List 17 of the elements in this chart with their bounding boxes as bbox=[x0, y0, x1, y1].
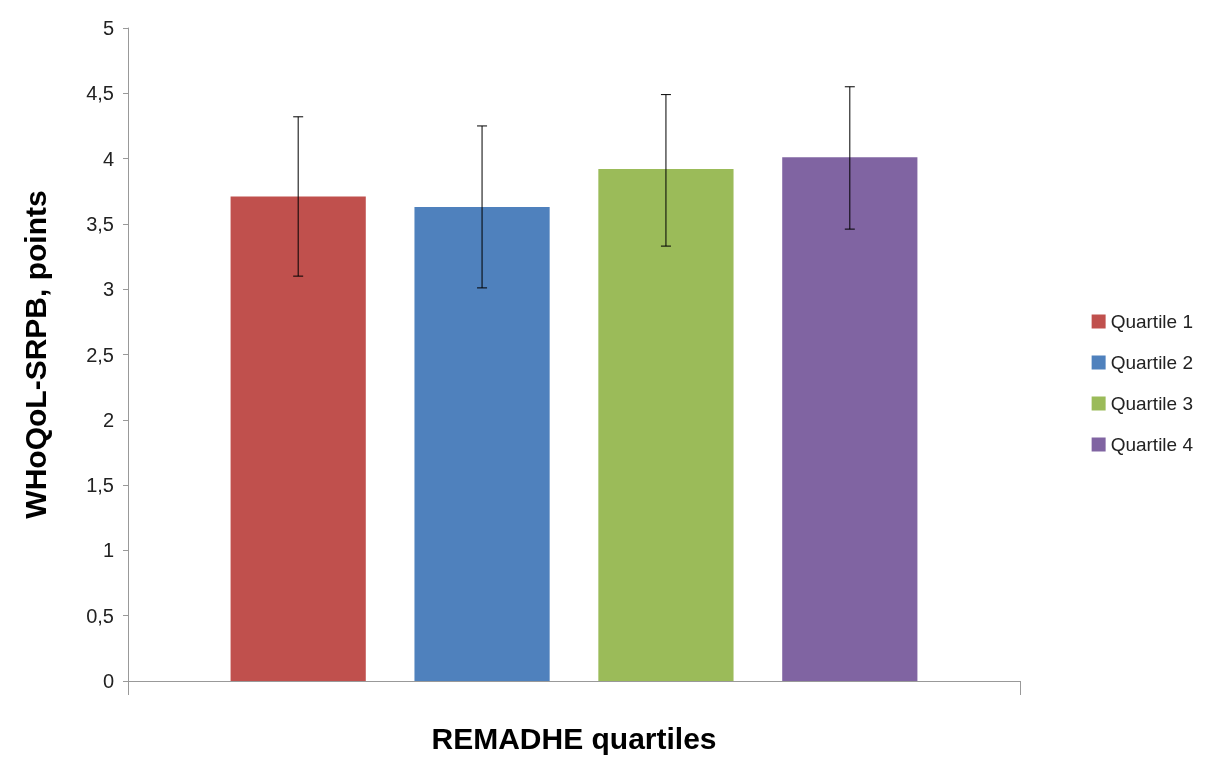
y-tick-label: 2 bbox=[102, 408, 114, 431]
y-tick-label: 1 bbox=[102, 539, 114, 562]
y-tick-label: 4 bbox=[102, 147, 114, 170]
x-axis-title: REMADHE quartiles bbox=[431, 721, 717, 755]
legend-label: Quartile 4 bbox=[1110, 434, 1194, 455]
y-tick-label: 0 bbox=[102, 670, 114, 692]
y-axis-title: WHoQoL-SRPB, points bbox=[18, 190, 52, 519]
y-tick-label: 5 bbox=[102, 17, 114, 39]
legend-label: Quartile 1 bbox=[1110, 311, 1193, 332]
y-tick-label: 1,5 bbox=[86, 474, 114, 497]
y-tick-label: 4,5 bbox=[86, 82, 114, 105]
y-tick-label: 0,5 bbox=[86, 604, 114, 627]
y-tick-label: 2,5 bbox=[86, 343, 114, 366]
y-tick-label: 3,5 bbox=[86, 212, 114, 235]
y-tick-label: 3 bbox=[102, 278, 114, 301]
legend-label: Quartile 3 bbox=[1110, 393, 1193, 414]
legend-label: Quartile 2 bbox=[1110, 352, 1193, 373]
